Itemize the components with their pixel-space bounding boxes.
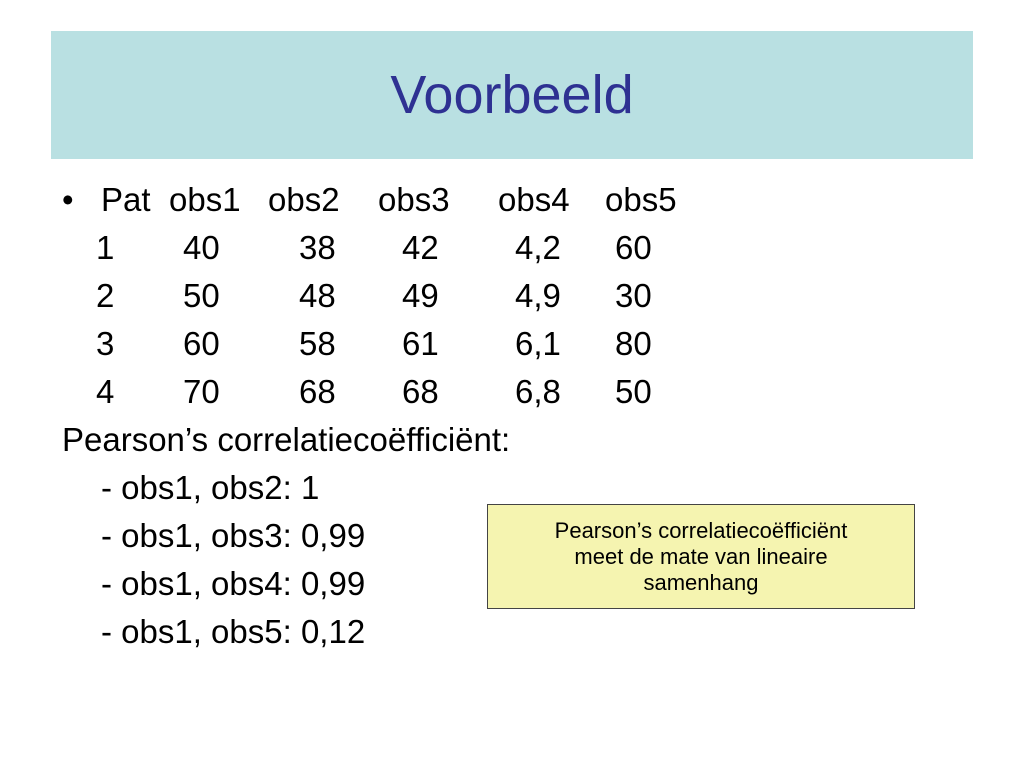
note-line: Pearson’s correlatiecoëfficiënt — [554, 517, 848, 543]
table-header-pat: Pat — [101, 181, 151, 218]
table-cell: 6,8 — [515, 373, 561, 410]
table-cell: 4 — [96, 373, 115, 410]
bullet-marker: • — [62, 181, 74, 218]
table-header-obs3: obs3 — [378, 181, 450, 218]
table-cell: 30 — [615, 277, 652, 314]
table-cell: 48 — [299, 277, 336, 314]
table-cell: 4,2 — [515, 229, 561, 266]
table-cell: 60 — [615, 229, 652, 266]
table-cell: 70 — [183, 373, 220, 410]
table-header-obs5: obs5 — [605, 181, 677, 218]
note-callout: Pearson’s correlatiecoëfficiënt meet de … — [487, 504, 915, 609]
table-cell: 6,1 — [515, 325, 561, 362]
title-bar: Voorbeeld — [51, 31, 973, 159]
table-cell: 40 — [183, 229, 220, 266]
table-cell: 3 — [96, 325, 115, 362]
correlation-item: - obs1, obs4: 0,99 — [101, 565, 366, 602]
table-cell: 1 — [96, 229, 115, 266]
table-cell: 68 — [299, 373, 336, 410]
correlation-heading: Pearson’s correlatiecoëfficiënt: — [62, 421, 511, 458]
correlation-item: - obs1, obs5: 0,12 — [101, 613, 366, 650]
table-cell: 60 — [183, 325, 220, 362]
table-cell: 2 — [96, 277, 115, 314]
table-cell: 61 — [402, 325, 439, 362]
table-cell: 58 — [299, 325, 336, 362]
table-header-obs4: obs4 — [498, 181, 570, 218]
table-header-obs1: obs1 — [169, 181, 241, 218]
note-line: samenhang — [643, 569, 759, 595]
table-cell: 80 — [615, 325, 652, 362]
note-line: meet de mate van lineaire — [574, 543, 828, 569]
table-cell: 42 — [402, 229, 439, 266]
table-header-obs2: obs2 — [268, 181, 340, 218]
table-cell: 68 — [402, 373, 439, 410]
table-cell: 50 — [183, 277, 220, 314]
table-cell: 4,9 — [515, 277, 561, 314]
correlation-item: - obs1, obs3: 0,99 — [101, 517, 366, 554]
table-cell: 38 — [299, 229, 336, 266]
correlation-item: - obs1, obs2: 1 — [101, 469, 320, 506]
table-cell: 49 — [402, 277, 439, 314]
page-title: Voorbeeld — [390, 65, 634, 125]
table-cell: 50 — [615, 373, 652, 410]
